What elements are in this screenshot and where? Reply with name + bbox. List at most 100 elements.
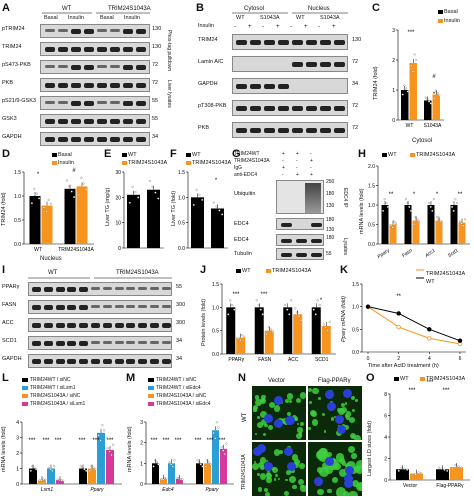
lipid-droplet xyxy=(262,432,267,437)
data-point xyxy=(413,53,416,56)
chart-o-svg: 0 2 4 6 8 Vector Flag-PPARγ *** *** *** xyxy=(384,377,470,489)
chart-m-svg: 0 1 2 3 Edc4 Pparγ *** *** *** *** *** *** xyxy=(140,420,234,493)
lipid-droplet xyxy=(255,433,258,436)
lipid-droplet xyxy=(293,462,299,468)
data-point xyxy=(201,198,204,201)
b-genotype-3: WT xyxy=(296,15,305,21)
blot-band xyxy=(138,359,148,364)
legend-swatch xyxy=(22,394,28,398)
data-point xyxy=(390,224,393,227)
data-point xyxy=(33,466,36,469)
data-point xyxy=(50,202,53,205)
lipid-droplet xyxy=(277,478,280,481)
mw-marker: 180 xyxy=(326,235,335,241)
f-legend-mut: TRIM24S1043A xyxy=(192,160,232,166)
blot-band xyxy=(43,359,53,364)
y-tick-label: 0 xyxy=(392,118,395,124)
data-point xyxy=(451,205,454,208)
blot-band xyxy=(32,305,41,310)
blot-band xyxy=(250,128,261,133)
data-point xyxy=(383,198,386,201)
panel-b-western-blot: Cytosol Nucleus WT S1043A WT S1043A Insu… xyxy=(196,0,372,148)
data-point xyxy=(326,329,329,332)
blot-band xyxy=(114,287,124,290)
lipid-droplet xyxy=(271,466,275,470)
panel-label-k: K xyxy=(340,264,348,276)
panel-label-b: B xyxy=(196,2,204,14)
line-point xyxy=(457,338,463,343)
lipid-droplet xyxy=(288,399,292,403)
lipid-droplet xyxy=(330,417,335,422)
blot-band xyxy=(281,239,292,243)
data-point xyxy=(298,315,301,318)
panel-j-chart: 0.0 0.5 1.0 1.5 PPARγ FASN ACC SCD1 *** *** * Prot… xyxy=(200,264,340,372)
significance-mark: *** xyxy=(260,292,268,298)
blot-row-label: Ubiquitin xyxy=(234,191,256,197)
data-point xyxy=(394,222,397,225)
blot-band xyxy=(136,47,146,52)
c-xlabel: Cytosol xyxy=(412,138,433,144)
data-point xyxy=(181,478,184,481)
data-point xyxy=(324,326,327,329)
data-point xyxy=(416,218,419,221)
ip-sign: + xyxy=(282,151,285,157)
lipid-droplet xyxy=(335,453,345,462)
significance-mark: *** xyxy=(232,292,240,298)
y-tick-label: 1.5 xyxy=(368,184,375,190)
bar xyxy=(254,307,264,354)
data-point xyxy=(410,64,413,67)
bar xyxy=(404,205,412,244)
d-xlabel: Nucleus xyxy=(40,256,62,262)
bar xyxy=(211,208,224,248)
bar xyxy=(204,463,211,484)
blot-band xyxy=(71,29,81,34)
blot-band xyxy=(55,341,65,346)
ip-sign: - xyxy=(310,165,312,171)
blot-row-label: FASN xyxy=(2,302,17,308)
data-point xyxy=(215,205,218,208)
lipid-droplet xyxy=(255,398,262,406)
bar xyxy=(293,314,303,354)
blot-band xyxy=(91,341,100,344)
data-point xyxy=(436,216,439,219)
data-point xyxy=(212,201,215,204)
data-point xyxy=(457,465,460,468)
l-ylabel: mRNA levels (fold) xyxy=(1,426,7,472)
mw-marker: 34 xyxy=(152,134,159,140)
lipid-droplet xyxy=(273,478,277,481)
bar xyxy=(424,100,432,120)
data-point xyxy=(403,84,406,87)
blot-band xyxy=(102,359,112,364)
data-point xyxy=(243,335,246,338)
data-point xyxy=(397,469,400,472)
cond-insulin-1: Insulin xyxy=(68,15,84,21)
x-tick-label: 0 xyxy=(367,356,370,362)
lipid-droplet xyxy=(289,468,295,474)
blot-band xyxy=(264,128,275,133)
blot-band xyxy=(114,305,124,308)
y-tick-label: 1.0 xyxy=(14,194,21,200)
lipid-droplet xyxy=(333,462,341,471)
blot-band xyxy=(306,62,317,67)
data-point xyxy=(312,308,315,311)
data-point xyxy=(51,469,54,472)
mw-marker: 130 xyxy=(152,44,162,50)
data-point xyxy=(391,226,394,229)
mw-marker: 250 xyxy=(326,179,335,185)
bar xyxy=(220,448,227,484)
lipid-droplet xyxy=(308,426,311,430)
lipid-droplet xyxy=(259,473,267,481)
category-label: Fasn xyxy=(401,248,414,259)
blot-band xyxy=(150,323,159,328)
significance-mark: *** xyxy=(426,380,434,386)
blot-strip xyxy=(40,42,150,56)
data-point xyxy=(154,459,157,462)
y-tick-label: 1.5 xyxy=(14,170,21,176)
data-point xyxy=(261,313,264,316)
blot-band xyxy=(138,287,148,290)
category-label: Vector xyxy=(403,483,418,489)
blot-band xyxy=(334,106,345,111)
blot-band xyxy=(32,341,41,346)
lipid-droplet xyxy=(319,466,329,477)
panel-c-chart: 0 1 2 3 WT S1043A *** # * TRIM24 (fold) Cytosol … xyxy=(372,0,474,148)
